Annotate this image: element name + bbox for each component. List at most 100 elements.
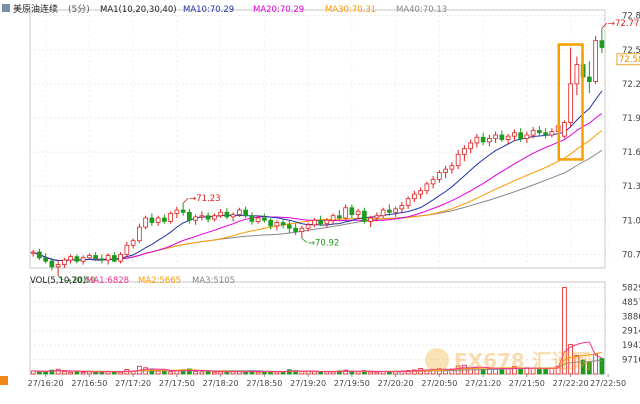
ma20-line (32, 113, 603, 262)
candle-down (149, 217, 155, 223)
candle-up (355, 210, 361, 215)
volume-bar-up (412, 369, 417, 375)
volume-bar-down (587, 362, 592, 375)
x-tick-label-7: 27/19:50 (334, 379, 370, 388)
candle-up (199, 215, 205, 218)
price-tick-label-5: 71.38 (622, 182, 640, 192)
volume-bar-down (580, 359, 586, 375)
candle-up (55, 264, 61, 268)
candle-up (218, 211, 223, 217)
candle-up (343, 207, 348, 219)
candle-up (505, 135, 511, 140)
price-tick-label-6: 71.08 (622, 216, 640, 226)
candle-down (112, 255, 117, 262)
x-tick-label-3: 27/17:50 (159, 379, 195, 388)
candle-down (268, 219, 273, 227)
candle-up (299, 227, 305, 233)
candle-down (93, 255, 98, 260)
candle-down (599, 40, 605, 48)
candle-down (337, 215, 342, 219)
interval-label: (5分) (68, 4, 90, 15)
price-tick-label-4: 71.68 (622, 148, 640, 158)
volume-legend: VOL(5,10,20) MA1:6828 MA2:5665 MA3:5105 (30, 276, 235, 286)
volume-bar-down (49, 369, 55, 375)
candle-down (480, 136, 486, 143)
candle-up (255, 217, 261, 222)
volume-bar-up (555, 365, 561, 375)
candle-up (424, 183, 430, 192)
candle-up (487, 138, 492, 143)
candle-up (468, 142, 473, 150)
candle-down (180, 209, 186, 213)
watermark-text: FX678 汇通网 (454, 349, 592, 373)
ma-legend-item-2: MA30:70.31 (325, 5, 376, 15)
volume-legend-label: VOL(5,10,20) (30, 276, 86, 286)
candle-down (249, 215, 255, 222)
candle-up (393, 208, 398, 213)
volume-bar-down (518, 368, 523, 375)
candle-down (224, 211, 230, 218)
annotation-leader (601, 22, 608, 29)
candle-down (362, 210, 367, 222)
x-tick-label-12: 27/22:20 (553, 379, 589, 388)
candle-up (305, 224, 311, 229)
candle-down (287, 224, 292, 229)
candle-down (162, 217, 167, 222)
ma10-line (32, 90, 603, 262)
volume-bar-up (355, 371, 361, 375)
candle-down (543, 132, 548, 136)
candle-up (212, 215, 217, 220)
x-tick-label-6: 27/19:20 (290, 379, 326, 388)
instrument-name: 美原油连续 (13, 3, 58, 15)
candle-up (312, 219, 317, 226)
volume-bar-down (337, 370, 342, 375)
volume-bar-up (405, 370, 411, 375)
candle-up (449, 165, 455, 170)
candle-up (237, 209, 242, 215)
candle-up (437, 172, 442, 180)
candle-up (130, 240, 136, 246)
annotation-0: →70.59 (64, 276, 95, 286)
candle-down (99, 258, 105, 261)
x-tick-label-1: 27/16:50 (71, 379, 107, 388)
candle-up (418, 190, 423, 195)
volume-bar-down (162, 371, 167, 375)
volume-bar-down (293, 370, 298, 375)
volume-bar-up (574, 355, 580, 375)
x-tick-label-13: 27/22:50 (590, 379, 626, 388)
candle-up (512, 132, 517, 137)
legend-marker (2, 4, 10, 12)
x-tick-label-4: 27/18:20 (203, 379, 239, 388)
candle-down (205, 215, 211, 220)
candle-down (262, 217, 267, 221)
candle-down (293, 227, 298, 233)
candle-up (143, 217, 148, 228)
highlight-box (557, 43, 584, 161)
volume-ma-item-1: MA2:5665 (138, 276, 181, 286)
volume-bar-up (330, 371, 336, 375)
annotation-leader (57, 275, 64, 281)
volume-bar-up (562, 287, 567, 375)
volume-bar-up (155, 370, 161, 375)
candle-up (374, 215, 380, 219)
x-tick-label-9: 27/20:50 (421, 379, 457, 388)
candle-down (387, 209, 392, 213)
annotation-leader (182, 197, 189, 204)
candle-up (524, 134, 530, 139)
candle-up (593, 40, 598, 83)
volume-bar-up (568, 344, 573, 375)
candle-up (168, 213, 173, 222)
x-tick-label-5: 27/18:50 (246, 379, 282, 388)
price-tick-label-1: 72.58 (622, 46, 640, 56)
candle-up (412, 193, 417, 200)
ma-legend-item-0: MA10:70.29 (183, 5, 234, 15)
candle-up (330, 215, 336, 221)
volume-bar-up (80, 371, 86, 375)
price-tick-label-0: 72.88 (622, 12, 640, 22)
candle-up (493, 134, 498, 139)
candle-down (499, 134, 505, 140)
candle-down (587, 76, 592, 83)
candle-up (474, 136, 480, 144)
candle-down (187, 211, 192, 221)
